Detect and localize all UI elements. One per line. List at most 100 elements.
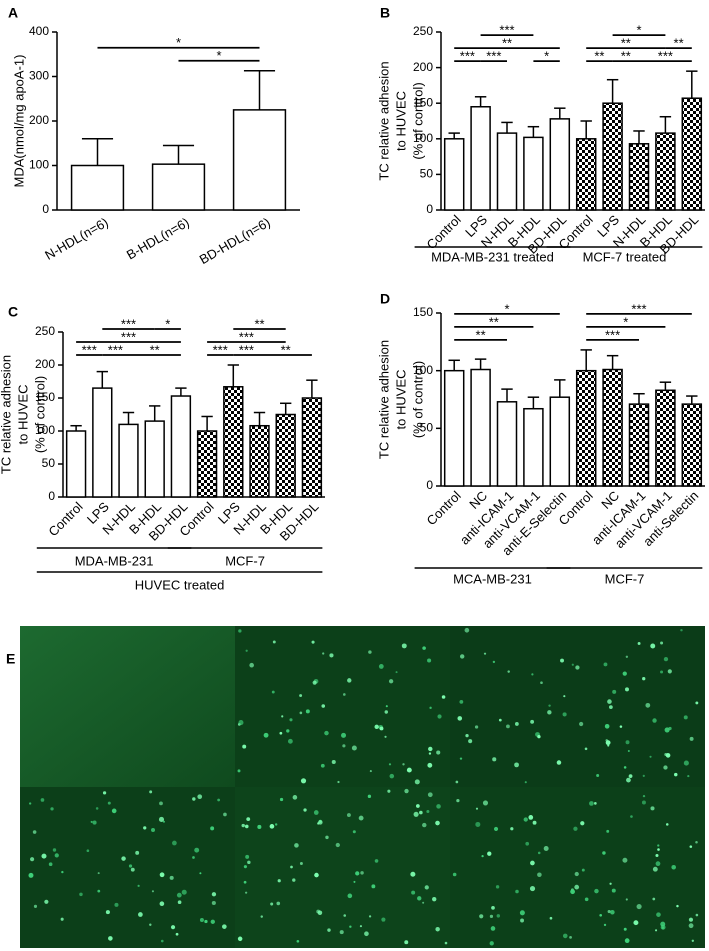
significance-label: * — [216, 48, 221, 63]
cell — [625, 687, 629, 692]
bar — [151, 163, 206, 211]
cell — [429, 706, 432, 710]
cell — [369, 770, 372, 773]
panel-label: B — [380, 5, 390, 21]
cell — [368, 650, 372, 654]
cell — [97, 872, 100, 875]
cell — [562, 712, 567, 717]
y-axis-label: TC relative adhesion — [0, 355, 13, 474]
cell — [279, 797, 284, 802]
cell — [299, 694, 303, 698]
cell — [657, 848, 660, 851]
cell — [138, 912, 143, 917]
cell — [381, 917, 386, 922]
cell — [626, 777, 631, 783]
significance-label: ** — [489, 314, 499, 329]
significance-label: * — [165, 316, 170, 331]
cell — [238, 720, 244, 726]
group-label: HUVEC treated — [135, 577, 225, 592]
cell — [495, 885, 500, 889]
cell — [222, 924, 227, 929]
cell — [532, 820, 537, 825]
cell — [102, 791, 107, 795]
cell — [652, 866, 658, 872]
cell — [642, 677, 646, 681]
cell — [313, 810, 319, 815]
cell — [441, 695, 446, 699]
cell — [416, 804, 420, 808]
cell — [625, 740, 630, 745]
cell — [633, 920, 639, 926]
cell — [487, 851, 492, 856]
cell — [417, 896, 422, 901]
significance-label: ** — [150, 342, 160, 357]
y-tick-label: 0 — [42, 202, 49, 216]
cell — [270, 902, 274, 906]
cell — [41, 853, 47, 859]
y-tick-label: 150 — [35, 390, 55, 404]
cell — [432, 896, 437, 902]
y-tick-label: 0 — [426, 202, 433, 216]
bar — [470, 368, 491, 487]
y-tick-label: 100 — [413, 363, 433, 377]
cell — [111, 808, 117, 814]
cell — [128, 864, 133, 868]
cell — [170, 925, 176, 930]
bar — [443, 138, 465, 211]
cell — [281, 715, 284, 718]
cell — [318, 820, 323, 825]
cell — [192, 797, 196, 801]
y-tick-label: 200 — [35, 357, 55, 371]
y-tick-label: 150 — [413, 95, 433, 109]
cell — [149, 923, 152, 926]
cell — [30, 857, 35, 862]
cell — [367, 794, 372, 799]
cell — [52, 848, 57, 852]
significance-label: *** — [239, 342, 254, 357]
cell — [347, 678, 352, 683]
cell — [286, 729, 290, 733]
cell — [28, 802, 32, 805]
bar — [144, 420, 165, 498]
cell — [498, 718, 502, 722]
significance-label: *** — [499, 23, 514, 38]
significance-label: *** — [121, 329, 136, 344]
cell — [457, 716, 463, 721]
y-axis-label: (% of control) — [410, 361, 425, 438]
cell — [277, 879, 281, 883]
y-tick-label: 50 — [420, 421, 434, 435]
cell — [159, 901, 165, 907]
significance-label: *** — [486, 49, 501, 64]
y-axis-label: to HUVEC — [15, 385, 30, 445]
cell — [422, 901, 425, 904]
cell — [245, 891, 248, 894]
cell — [299, 862, 303, 865]
bar — [655, 389, 676, 487]
cell — [674, 772, 678, 777]
cell — [406, 767, 412, 773]
bar — [681, 97, 703, 211]
cell — [422, 822, 427, 828]
cell — [210, 826, 215, 831]
cell — [676, 904, 679, 908]
cell — [625, 655, 629, 658]
panel-label: D — [380, 291, 390, 307]
group-label: MCF-7 — [605, 571, 645, 586]
cell — [607, 744, 610, 747]
cell — [290, 865, 293, 869]
cell — [322, 652, 325, 655]
cell — [86, 849, 90, 853]
cell — [483, 652, 487, 655]
cell — [683, 760, 689, 766]
cell — [151, 890, 154, 893]
cell — [543, 846, 549, 851]
y-axis-label: (% of control) — [410, 82, 425, 159]
cell — [468, 739, 473, 744]
cell — [33, 904, 38, 908]
y-axis-label: (% of control) — [32, 376, 47, 453]
cell — [529, 885, 536, 892]
cell — [607, 699, 612, 704]
cell — [515, 889, 519, 894]
cell — [695, 913, 699, 917]
cell — [151, 828, 155, 833]
